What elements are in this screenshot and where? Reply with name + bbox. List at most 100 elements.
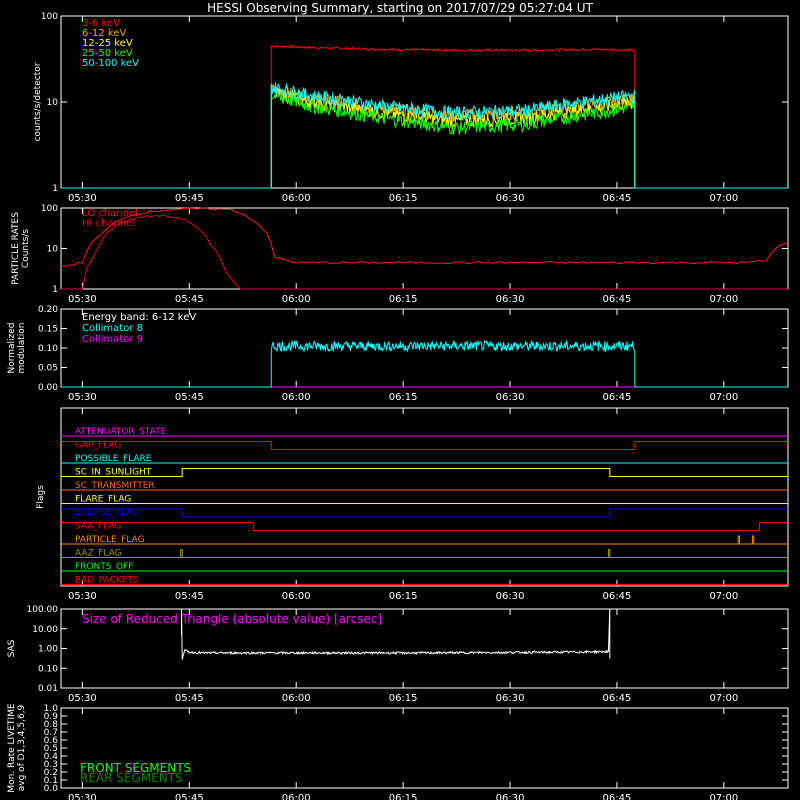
- modulation-ylabel: Normalized: [7, 322, 17, 373]
- sas-ytick-label: 1.00: [38, 645, 58, 655]
- flag-label-5: FLARE_FLAG: [75, 495, 131, 505]
- flags-ylabel: Flags: [36, 485, 46, 509]
- particle-series-1: [61, 214, 788, 290]
- particle-xtick-label: 06:00: [282, 294, 311, 305]
- livetime-xtick-label: 05:45: [175, 793, 204, 800]
- sas-ylabel: SAS: [7, 639, 17, 657]
- livetime-xtick-label: 07:00: [709, 793, 738, 800]
- particle-xtick-label: 06:15: [389, 294, 418, 305]
- flag-label-4: SC_TRANSMITTER: [75, 481, 155, 491]
- sas-xtick-label: 06:00: [282, 693, 311, 704]
- counts-legend-1: 6-12 keV: [82, 28, 126, 39]
- sas-xtick-label: 05:45: [175, 693, 204, 704]
- counts-ytick-label: 100: [41, 12, 58, 22]
- livetime-ytick-label: 0.4: [44, 752, 59, 762]
- flag-line-7: [61, 522, 788, 531]
- particle-series-0: [61, 207, 789, 267]
- particle-ytick-label: 1: [52, 285, 58, 295]
- flag-label-2: POSSIBLE_FLARE: [75, 454, 152, 464]
- modulation-ytick-label: 0.15: [38, 325, 58, 335]
- flag-label-0: ATTENUATOR_STATE: [75, 427, 167, 437]
- sas-xtick-label: 07:00: [709, 693, 738, 704]
- flags-xtick-label: 06:45: [603, 591, 632, 602]
- counts-ytick-label: 10: [47, 98, 59, 108]
- counts-xtick-label: 06:30: [496, 193, 525, 204]
- modulation-ytick-label: 0.00: [38, 383, 58, 393]
- livetime-xtick-label: 06:00: [282, 793, 311, 800]
- counts-series-3: [61, 89, 788, 189]
- modulation-ylabel: modulation: [17, 323, 27, 374]
- flags-xtick-label: 06:00: [282, 591, 311, 602]
- counts-legend-2: 12-25 keV: [82, 38, 133, 49]
- flag-line-9: [61, 549, 788, 558]
- flag-label-9: AAZ_FLAG: [75, 549, 122, 559]
- livetime-xtick-label: 06:30: [496, 793, 525, 800]
- flag-line-6: [61, 508, 788, 518]
- counts-xtick-label: 07:00: [709, 193, 738, 204]
- flag-label-10: FRONTS_OFF: [75, 562, 133, 572]
- modulation-xtick-label: 06:15: [389, 392, 418, 403]
- particle-xtick-label: 05:30: [68, 294, 97, 305]
- flag-label-6: ECLIPSE_FLAG: [75, 508, 139, 518]
- sas-ytick-label: 0.10: [38, 664, 58, 674]
- sas-xtick-label: 06:15: [389, 693, 418, 704]
- flag-line-8: [61, 535, 788, 545]
- livetime-legend-0: FRONT SEGMENTS: [80, 761, 191, 775]
- flags-xtick-label: 05:45: [175, 591, 204, 602]
- modulation-xtick-label: 06:30: [496, 392, 525, 403]
- sas-series: [181, 608, 611, 660]
- livetime-ylabel: Mon. Rate LIVETIME: [7, 703, 17, 793]
- livetime-ytick-label: 0.9: [44, 712, 59, 722]
- flags-xtick-label: 06:15: [389, 591, 418, 602]
- modulation-xtick-label: 05:30: [68, 392, 97, 403]
- livetime-ytick-label: 0.0: [44, 784, 59, 794]
- particle-ytick-label: 10: [47, 245, 59, 255]
- flag-line-3: [61, 468, 788, 477]
- particle-legend-1: HI channel: [82, 218, 135, 229]
- flag-label-8: PARTICLE_FLAG: [75, 535, 145, 545]
- particle-ylabel: Counts/s: [21, 229, 31, 268]
- modulation-xtick-label: 06:00: [282, 392, 311, 403]
- flags-frame: [60, 407, 789, 587]
- counts-legend-0: 3-6 keV: [82, 18, 120, 29]
- counts-xtick-label: 05:45: [175, 193, 204, 204]
- livetime-ytick-label: 0.2: [44, 768, 58, 778]
- counts-ylabel: counts/s/detector: [33, 62, 43, 141]
- livetime-ytick-label: 0.6: [44, 736, 59, 746]
- sas-annotation: Size of Reduced Triangle (absolute value…: [82, 612, 382, 626]
- particle-legend-0: LO channel: [82, 208, 138, 219]
- livetime-ytick-label: 0.5: [44, 744, 58, 754]
- sas-ytick-label: 0.01: [38, 684, 58, 694]
- sas-xtick-label: 06:45: [603, 693, 632, 704]
- particle-ylabel: PARTICLE RATES: [11, 212, 21, 285]
- figure-title: HESSI Observing Summary, starting on 201…: [207, 1, 593, 15]
- modulation-ytick-label: 0.05: [38, 364, 58, 374]
- livetime-ytick-label: 0.7: [44, 728, 58, 738]
- counts-ytick-label: 1: [52, 184, 58, 194]
- modulation-xtick-label: 05:45: [175, 392, 204, 403]
- counts-xtick-label: 06:45: [603, 193, 632, 204]
- particle-ytick-label: 100: [41, 204, 58, 214]
- modulation-legend-1: Collimator 9: [82, 334, 143, 345]
- panels: 05:30 05:45 06:00 06:15 06:30 06:45 07:0011010…: [7, 12, 789, 800]
- flag-label-7: SAA_FLAG: [75, 522, 121, 532]
- livetime-ytick-label: 1.0: [44, 704, 59, 714]
- modulation-legend-0: Collimator 8: [82, 323, 143, 334]
- counts-legend-4: 50-100 keV: [82, 58, 139, 69]
- particle-xtick-label: 07:00: [709, 294, 738, 305]
- counts-series-0: [61, 44, 788, 189]
- particle-xtick-label: 05:45: [175, 294, 204, 305]
- modulation-series-0: [61, 339, 788, 388]
- livetime-ytick-label: 0.1: [44, 776, 58, 786]
- livetime-xtick-label: 05:30: [68, 793, 97, 800]
- counts-legend-3: 25-50 keV: [82, 48, 133, 59]
- modulation-xtick-label: 06:45: [603, 392, 632, 403]
- modulation-ytick-label: 0.10: [38, 344, 58, 354]
- livetime-ytick-label: 0.8: [44, 720, 59, 730]
- counts-series-4: [61, 82, 788, 189]
- flag-label-3: SC_IN_SUNLIGHT: [75, 468, 152, 478]
- livetime-legend-1: REAR SEGMENTS: [80, 771, 183, 785]
- flags-xtick-label: 05:30: [68, 591, 97, 602]
